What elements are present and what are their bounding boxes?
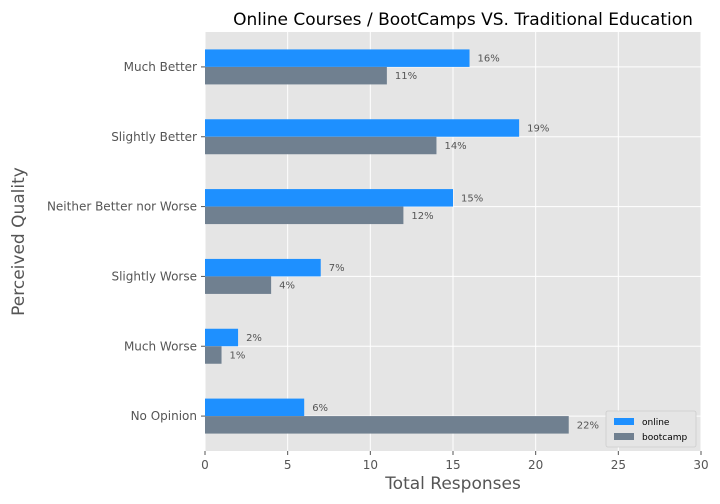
x-tick-label: 5 <box>284 458 292 472</box>
bar-online <box>205 258 321 277</box>
data-label-online: 15% <box>461 193 483 204</box>
bar-bootcamp <box>205 276 272 294</box>
bar-bootcamp <box>205 66 387 85</box>
bar-online <box>205 189 453 207</box>
bar-bootcamp <box>205 206 404 225</box>
bar-online <box>205 398 305 417</box>
bars: 16% 11% 19% 14% 15% 12% 7% 4% 2%1% 6% 22% <box>205 49 599 434</box>
x-tick-label: 0 <box>201 458 209 472</box>
x-axis-label: Total Responses <box>384 474 521 494</box>
y-tick-label: No Opinion <box>131 409 197 423</box>
y-tick-label: Neither Better nor Worse <box>47 200 197 214</box>
legend-swatch-bootcamp <box>614 433 634 440</box>
y-axis-ticks: Much Better Slightly Better Neither Better… <box>47 60 205 423</box>
data-label-bootcamp: 1% <box>230 351 246 362</box>
legend-label-bootcamp: bootcamp <box>642 433 687 443</box>
y-tick-label: Much Better <box>124 60 197 74</box>
bar-bootcamp <box>205 346 222 364</box>
bar-online <box>205 49 470 67</box>
legend-label-online: online <box>642 418 670 428</box>
bar-online <box>205 119 520 137</box>
x-tick-label: 15 <box>445 458 460 472</box>
data-label-online: 16% <box>478 54 500 65</box>
x-tick-label: 30 <box>693 458 708 472</box>
data-label-online: 2% <box>246 333 262 344</box>
x-tick-label: 10 <box>363 458 378 472</box>
y-tick-label: Slightly Worse <box>111 269 197 283</box>
data-label-bootcamp: 12% <box>411 211 433 222</box>
bar-bootcamp <box>205 416 569 434</box>
data-label-bootcamp: 11% <box>395 71 417 82</box>
data-label-online: 19% <box>527 124 549 135</box>
bar-bootcamp <box>205 136 437 155</box>
x-tick-label: 25 <box>611 458 626 472</box>
data-label-bootcamp: 14% <box>444 141 466 152</box>
y-axis-label: Perceived Quality <box>9 167 29 316</box>
x-tick-label: 20 <box>528 458 543 472</box>
data-label-bootcamp: 4% <box>279 281 295 292</box>
bar-online <box>205 328 239 347</box>
data-label-online: 6% <box>312 403 328 414</box>
data-label-online: 7% <box>329 263 345 274</box>
legend-swatch-online <box>614 418 634 425</box>
chart-title: Online Courses / BootCamps VS. Tradition… <box>233 10 693 30</box>
x-axis-ticks: 0 5 10 15 20 25 30 <box>201 451 709 472</box>
legend: online bootcamp <box>605 410 697 448</box>
y-tick-label: Slightly Better <box>111 130 197 144</box>
data-label-bootcamp: 22% <box>577 420 599 431</box>
y-tick-label: Much Worse <box>124 339 197 353</box>
